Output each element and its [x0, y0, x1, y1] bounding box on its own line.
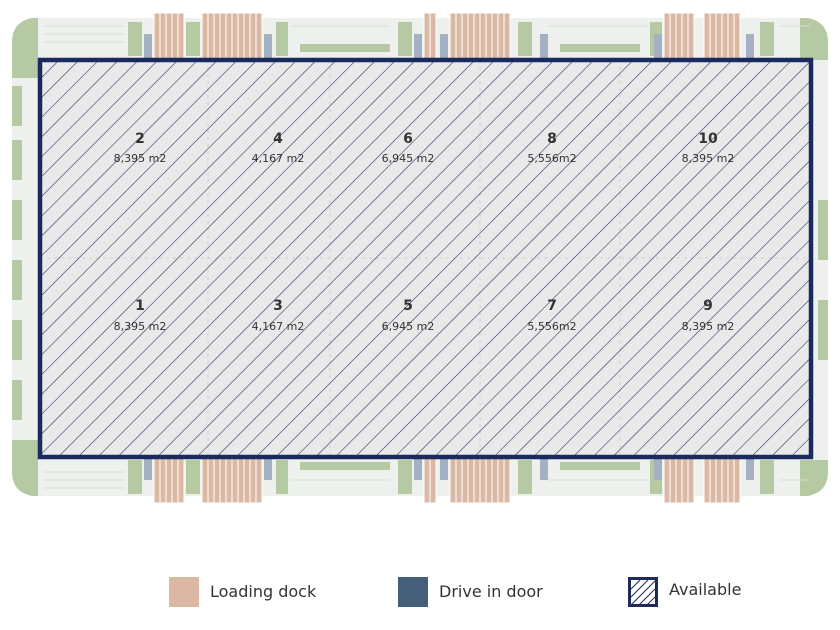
- unit-number: 9: [703, 298, 713, 314]
- unit-area: 6,945 m2: [382, 152, 435, 165]
- parking-bays: [44, 25, 810, 489]
- landscaping: [12, 18, 828, 496]
- unit-area: 8,395 m2: [114, 320, 167, 333]
- unit-labels: 2 8,395 m2 4 4,167 m2 6 6,945 m2 8 5,556…: [114, 131, 735, 333]
- available-hatch: [40, 60, 811, 457]
- legend: Loading dock Drive in door Available: [0, 570, 840, 614]
- unit-area: 5,556m2: [527, 320, 576, 333]
- unit-area: 8,395 m2: [114, 152, 167, 165]
- legend-label: Available: [669, 580, 742, 599]
- unit-area: 8,395 m2: [682, 320, 735, 333]
- unit-number: 10: [698, 131, 718, 147]
- building-outline: [37, 57, 814, 460]
- unit-area: 8,395 m2: [682, 152, 735, 165]
- unit-area: 6,945 m2: [382, 320, 435, 333]
- available-hatch-swatch: [628, 577, 658, 607]
- legend-label: Loading dock: [210, 582, 317, 601]
- unit-number: 2: [135, 131, 145, 147]
- drive-in-door-swatch: [398, 577, 428, 607]
- unit-number: 3: [273, 298, 283, 314]
- unit-area: 4,167 m2: [252, 152, 305, 165]
- loading-dock-swatch: [169, 577, 199, 607]
- unit-number: 5: [403, 298, 413, 314]
- unit-number: 4: [273, 131, 283, 147]
- legend-label: Drive in door: [439, 582, 543, 601]
- unit-number: 6: [403, 131, 413, 147]
- unit-area: 4,167 m2: [252, 320, 305, 333]
- unit-number: 7: [547, 298, 557, 314]
- unit-number: 1: [135, 298, 145, 314]
- drive-in-doors: [144, 34, 754, 480]
- unit-area: 5,556m2: [527, 152, 576, 165]
- unit-number: 8: [547, 131, 557, 147]
- site-plan: 2 8,395 m2 4 4,167 m2 6 6,945 m2 8 5,556…: [12, 12, 828, 504]
